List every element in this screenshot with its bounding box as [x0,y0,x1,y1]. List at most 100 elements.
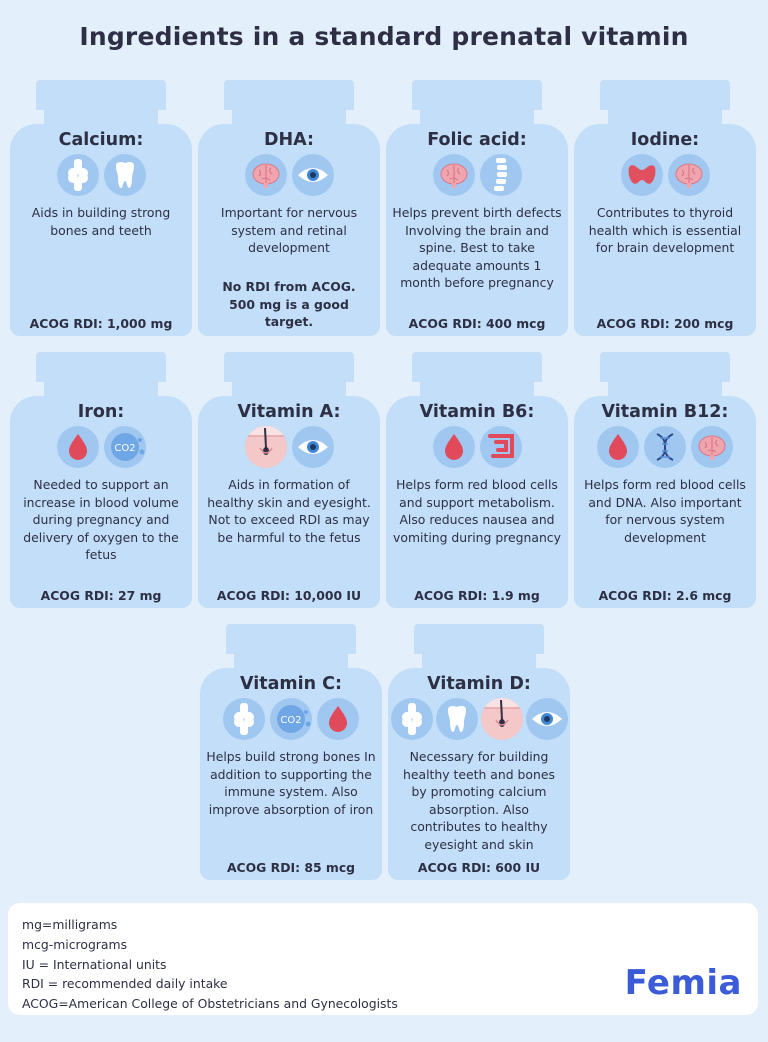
icon-row [386,426,568,470]
bottle-neck [232,110,346,126]
legend-line: IU = International units [22,956,167,972]
skin-icon [480,698,523,740]
vitamin-description: Aids in formation of healthy skin and ey… [207,477,371,545]
legend-line: mcg-micrograms [22,936,128,952]
svg-text:CO2: CO2 [280,715,301,726]
bottle-neck [420,382,534,398]
eye-icon [291,154,334,196]
brand-logo: Femia [624,963,742,1003]
bottle-neck [44,382,158,398]
vitamin-description: Helps prevent birth defects Involving th… [392,205,562,290]
spine-icon [479,154,522,196]
bottle-body [10,396,192,608]
bottle-neck [232,382,346,398]
blood-drop-icon [597,426,639,468]
bottle-body [198,396,380,608]
icon-row [198,426,380,470]
vitamin-name: Vitamin D: [427,674,531,694]
eye-icon [525,698,568,740]
bottle-cap [36,352,166,382]
vitamin-name: Iron: [77,402,125,422]
bottle-neck [608,382,722,398]
vitamin-name: Vitamin B6: [419,402,535,422]
icon-row: CO2 [10,426,192,470]
bone-joint-icon [390,698,433,740]
blood-drop-icon [317,698,359,740]
bottle-neck [422,654,536,670]
bottle-body [10,124,192,336]
bottle-cap [226,624,356,654]
bottle-cap [224,80,354,110]
bottle-cap [224,352,354,382]
vitamin-description: Helps form red blood cells and DNA. Also… [584,477,746,545]
card-vitamin-d: Vitamin D: Necessary for building health… [388,624,570,880]
vitamin-description: Important for nervous system and retinal… [220,205,358,255]
bottle-cap [412,352,542,382]
vitamin-name: Vitamin A: [237,402,341,422]
card-calcium: Calcium: Aids in building strong bones a… [10,80,192,336]
icon-row [574,154,756,198]
vitamin-name: Calcium: [58,130,144,150]
bottle-neck [234,654,348,670]
vitamin-description: Contributes to thyroid health which is e… [588,205,742,255]
card-vitamin-b12: Vitamin B12: Helps form red blood cells … [574,352,756,608]
card-vitamin-c: Vitamin C: CO2 Helps build strong bones … [200,624,382,880]
bone-joint-icon [56,154,99,196]
bottle-cap [414,624,544,654]
icon-row: CO2 [200,698,382,742]
rdi-value: ACOG RDI: 400 mcg [408,316,546,331]
bottle-cap [412,80,542,110]
brain-icon [432,154,475,196]
vitamin-description: Needed to support an increase in blood v… [23,477,179,562]
icon-row [388,698,570,742]
bottle-neck [420,110,534,126]
icon-row [10,154,192,198]
legend-line: RDI = recommended daily intake [22,976,228,992]
bottle-cap [36,80,166,110]
rdi-value: ACOG RDI: 10,000 IU [216,588,362,603]
bottle-body [386,396,568,608]
rdi-value: ACOG RDI: 200 mcg [596,316,734,331]
rdi-note: No RDI from ACOG. 500 mg is a good targe… [222,279,356,329]
intestine-icon [479,426,522,468]
rdi-value: ACOG RDI: 27 mg [40,588,162,603]
blood-drop-icon [56,426,99,468]
legend-line: ACOG=American College of Obstetricians a… [22,996,398,1012]
rdi-value: ACOG RDI: 600 IU [417,860,541,875]
bottle-body [574,124,756,336]
rdi-value: ACOG RDI: 85 mcg [226,860,356,875]
vitamin-description: Helps build strong bones In addition to … [206,749,376,817]
vitamin-name: Vitamin C: [239,674,343,694]
eye-icon [291,426,334,468]
brain-icon [244,154,287,196]
vitamin-name: Iodine: [630,130,700,150]
bottle-cap [600,80,730,110]
thyroid-icon [620,154,663,196]
tooth-icon [435,698,478,740]
bottle-body [386,124,568,336]
rdi-value: ACOG RDI: 2.6 mcg [598,588,732,603]
rdi-value: ACOG RDI: 1,000 mg [29,316,173,331]
rdi-value: ACOG RDI: 1.9 mg [414,588,540,603]
bottle-cap [600,352,730,382]
card-dha: DHA: Important for nervous system and re… [198,80,380,336]
vitamin-description: Aids in building strong bones and teeth [31,205,171,238]
co2-icon: CO2 [103,426,146,468]
bottle-body [198,124,380,336]
vitamin-name: Folic acid: [427,130,527,150]
brain-icon [667,154,710,196]
vitamin-name: Vitamin B12: [601,402,729,422]
legend-lines: mg=milligrams mcg-micrograms IU = Intern… [22,915,398,1014]
svg-text:CO2: CO2 [114,443,135,454]
card-vitamin-b6: Vitamin B6: Helps form red blood cells a… [386,352,568,608]
vitamin-name: DHA: [263,130,315,150]
bottle-neck [608,110,722,126]
card-iron: Iron: CO2 Needed to support an increase … [10,352,192,608]
icon-row [574,426,756,470]
skin-icon [244,426,287,468]
bone-joint-icon [223,698,265,740]
vitamin-description: Necessary for building healthy teeth and… [403,749,555,852]
card-folic-acid: Folic acid: Helps prevent birth defects … [386,80,568,336]
card-iodine: Iodine: Contributes to thyroid health wh… [574,80,756,336]
card-vitamin-a: Vitamin A: Aids in formation of healthy … [198,352,380,608]
